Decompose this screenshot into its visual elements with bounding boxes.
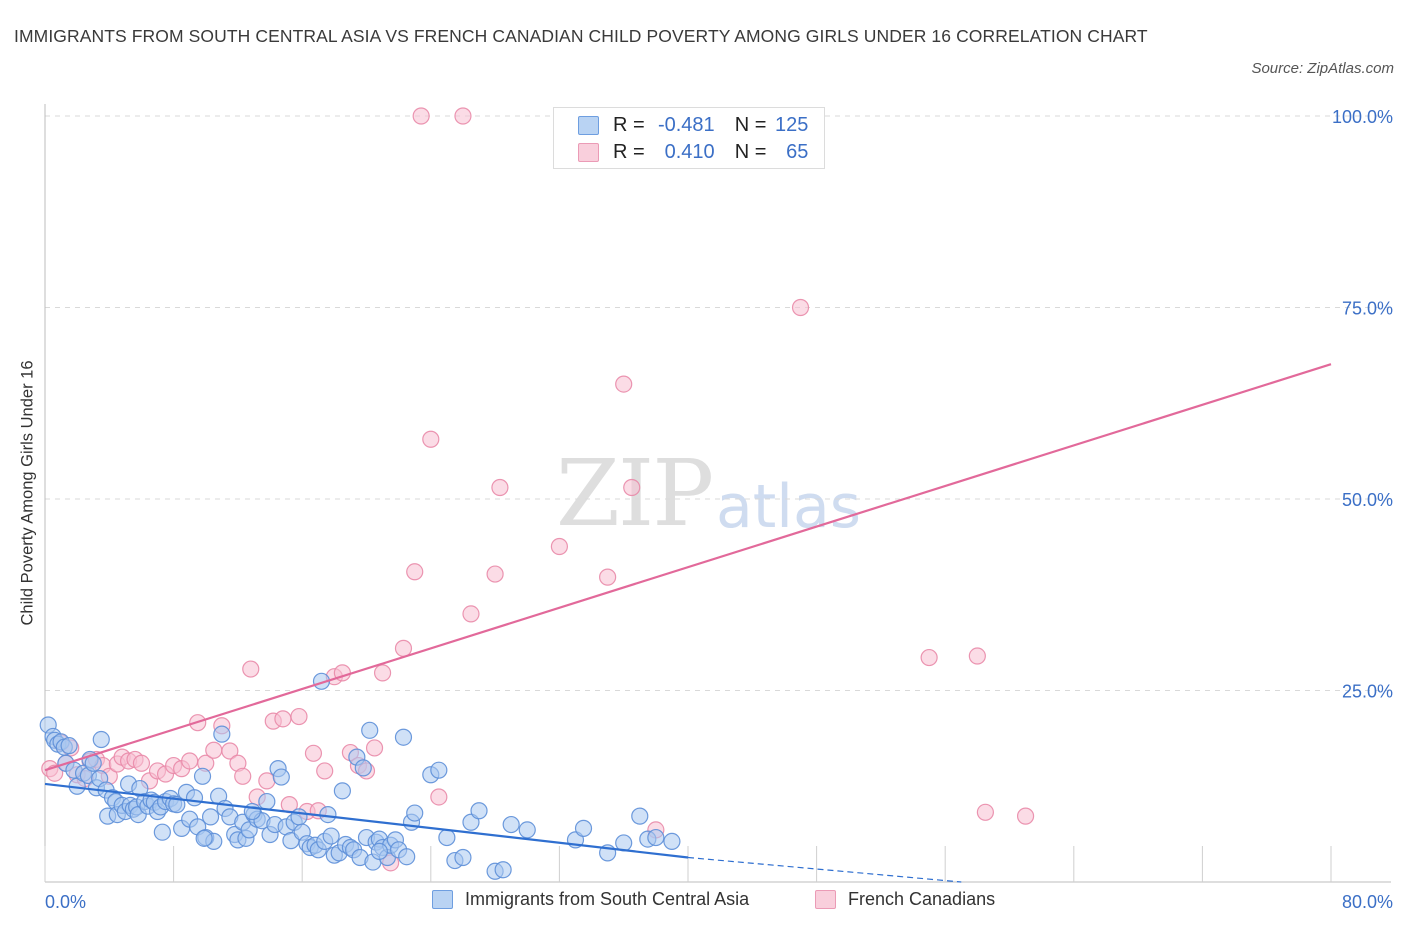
french-canadian-point: [304, 744, 323, 762]
immigrant-point: [193, 767, 212, 785]
immigrant-point: [213, 725, 231, 743]
french-canadian-point: [258, 772, 276, 790]
french-canadian-point: [412, 107, 430, 125]
correlation-legend: R = -0.481 N = 125 R = 0.410 N = 65: [553, 107, 825, 169]
french-canadian-point: [454, 107, 472, 125]
french-canadian-point: [486, 565, 504, 583]
immigrant-point: [502, 815, 520, 834]
immigrant-point: [631, 807, 649, 825]
french-canadian-point: [1016, 807, 1035, 825]
french-canadian-point: [920, 648, 938, 667]
immigrant-point: [60, 737, 78, 755]
immigrant-point: [398, 848, 416, 866]
french-canadian-point: [290, 707, 308, 726]
x-tick-label: 0.0%: [45, 892, 86, 912]
immigrant-point: [518, 821, 536, 839]
legend-swatch-blue: [578, 115, 599, 135]
french-canadian-point: [791, 298, 810, 317]
immigrant-point: [354, 759, 372, 777]
immigrant-point: [153, 823, 171, 841]
y-tick-label: 25.0%: [1342, 682, 1393, 702]
french-canadian-point: [221, 742, 239, 760]
legend-label-immigrants: Immigrants from South Central Asia: [465, 889, 750, 909]
immigrant-point: [430, 761, 448, 779]
immigrant-point: [663, 832, 681, 851]
immigrant-point: [574, 819, 593, 837]
french-canadian-point: [623, 478, 641, 497]
y-tick-label: 75.0%: [1342, 299, 1393, 319]
immigrant-point: [361, 721, 379, 739]
french-canadian-point: [968, 647, 986, 665]
immigrant-point: [333, 782, 351, 800]
legend-swatch-french-canadians: [815, 890, 836, 909]
immigrant-point: [322, 827, 340, 845]
series-legend: Immigrants from South Central Asia Frenc…: [0, 889, 1406, 915]
legend-item-immigrants: Immigrants from South Central Asia: [432, 889, 749, 910]
legend-label-french-canadians: French Canadians: [848, 889, 996, 909]
immigrant-point: [454, 848, 472, 867]
french-canadian-point: [394, 639, 413, 657]
y-tick-label: 50.0%: [1342, 490, 1393, 510]
immigrant-point: [168, 796, 186, 814]
immigrant-trend-extension: [687, 856, 962, 883]
french-canadian-point: [462, 605, 480, 623]
legend-r-value: 0.410: [664, 140, 715, 163]
french-canadian-point: [365, 739, 384, 757]
immigrant-point: [647, 828, 665, 847]
french-canadian-point: [181, 752, 199, 770]
legend-r-label: R =: [613, 140, 645, 163]
legend-swatch-immigrants: [432, 890, 453, 909]
french-canadian-point: [599, 568, 617, 586]
french-canadian-point: [550, 537, 569, 556]
legend-r-value: -0.481: [657, 113, 715, 136]
legend-n-value: 125: [775, 113, 809, 136]
french-canadian-point: [242, 660, 260, 678]
y-tick-label: 100.0%: [1332, 107, 1393, 127]
french-canadian-point: [430, 788, 448, 806]
legend-n-label: N =: [734, 113, 767, 136]
french-canadian-point: [422, 430, 440, 448]
legend-n-value: 65: [786, 140, 809, 163]
source-credit: Source: ZipAtlas.com: [1251, 60, 1394, 77]
french-canadian-point: [274, 710, 292, 728]
chart-title: IMMIGRANTS FROM SOUTH CENTRAL ASIA VS FR…: [14, 26, 1148, 46]
legend-item-french-canadians: French Canadians: [815, 889, 995, 910]
immigrant-point: [258, 792, 276, 811]
immigrant-point: [494, 861, 512, 879]
x-tick-label: 80.0%: [1342, 892, 1393, 912]
french-canadian-trend-line: [44, 363, 1332, 772]
french-canadian-point: [406, 563, 424, 581]
legend-row-pink: R = 0.410 N = 65: [578, 139, 808, 165]
french-canadian-point: [132, 754, 151, 772]
french-canadian-point: [373, 664, 392, 682]
french-canadian-point: [615, 375, 633, 393]
legend-swatch-pink: [578, 142, 599, 162]
immigrant-point: [470, 802, 488, 820]
legend-r-label: R =: [613, 113, 645, 136]
immigrant-trend-line: [44, 782, 689, 859]
french-canadian-point: [234, 767, 252, 785]
french-canadian-point: [491, 478, 509, 497]
immigrant-point: [438, 828, 456, 847]
immigrant-point: [201, 808, 220, 826]
immigrant-point: [92, 730, 110, 749]
legend-n-label: N =: [734, 140, 767, 163]
french-canadian-point: [976, 803, 994, 821]
watermark-atlas: atlas: [716, 472, 861, 542]
immigrant-point: [370, 842, 388, 860]
immigrant-point: [406, 804, 424, 822]
immigrant-point: [394, 728, 413, 746]
immigrant-point: [185, 789, 204, 807]
immigrant-point: [272, 768, 290, 786]
french-canadian-point: [205, 741, 223, 759]
legend-row-blue: R = -0.481 N = 125: [578, 112, 808, 138]
french-canadian-point: [316, 762, 334, 780]
immigrant-point: [195, 829, 213, 847]
